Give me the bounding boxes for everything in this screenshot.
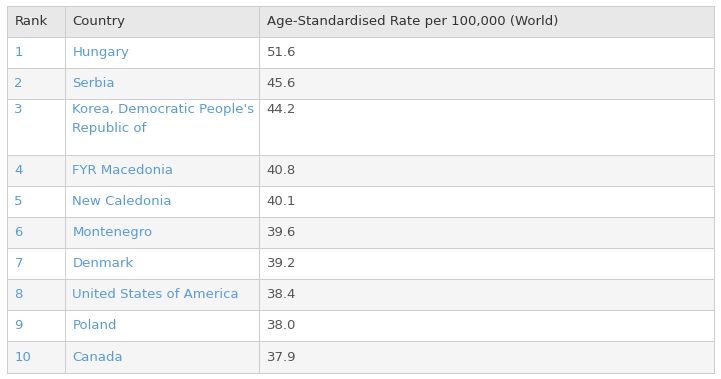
Text: Hungary: Hungary — [72, 46, 129, 59]
Bar — [7, 310, 714, 341]
Bar — [7, 248, 714, 279]
Bar — [7, 99, 714, 155]
Text: 40.8: 40.8 — [267, 164, 296, 177]
Text: 45.6: 45.6 — [267, 77, 296, 90]
Text: Canada: Canada — [72, 351, 123, 363]
Text: FYR Macedonia: FYR Macedonia — [72, 164, 173, 177]
Text: Poland: Poland — [72, 319, 117, 332]
Bar — [7, 341, 714, 373]
Text: 39.6: 39.6 — [267, 226, 296, 239]
Text: 4: 4 — [14, 164, 23, 177]
Text: 3: 3 — [14, 103, 23, 116]
Text: 1: 1 — [14, 46, 23, 59]
Bar — [7, 155, 714, 186]
Bar — [7, 37, 714, 68]
Text: 5: 5 — [14, 195, 23, 208]
Text: 39.2: 39.2 — [267, 257, 296, 270]
Bar — [7, 279, 714, 310]
Text: Age-Standardised Rate per 100,000 (World): Age-Standardised Rate per 100,000 (World… — [267, 15, 558, 28]
Bar — [7, 186, 714, 217]
Text: 9: 9 — [14, 319, 23, 332]
Text: 6: 6 — [14, 226, 23, 239]
Text: 2: 2 — [14, 77, 23, 90]
Text: Country: Country — [72, 15, 125, 28]
Text: Denmark: Denmark — [72, 257, 133, 270]
Text: Korea, Democratic People's
Republic of: Korea, Democratic People's Republic of — [72, 103, 255, 135]
Text: 44.2: 44.2 — [267, 103, 296, 116]
Text: 10: 10 — [14, 351, 31, 363]
Text: Rank: Rank — [14, 15, 48, 28]
Text: 38.0: 38.0 — [267, 319, 296, 332]
Bar — [7, 217, 714, 248]
Text: 37.9: 37.9 — [267, 351, 296, 363]
Text: 40.1: 40.1 — [267, 195, 296, 208]
Bar — [7, 68, 714, 99]
Text: Serbia: Serbia — [72, 77, 115, 90]
Bar — [7, 6, 714, 37]
Text: 7: 7 — [14, 257, 23, 270]
Text: United States of America: United States of America — [72, 288, 239, 301]
Text: 51.6: 51.6 — [267, 46, 296, 59]
Text: 38.4: 38.4 — [267, 288, 296, 301]
Text: 8: 8 — [14, 288, 23, 301]
Text: New Caledonia: New Caledonia — [72, 195, 172, 208]
Text: Montenegro: Montenegro — [72, 226, 152, 239]
